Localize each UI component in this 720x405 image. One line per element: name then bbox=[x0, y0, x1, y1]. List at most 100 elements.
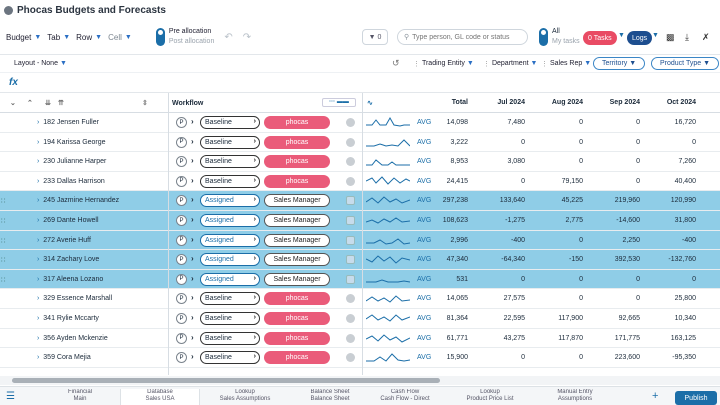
expand-icon[interactable]: ⌃ bbox=[27, 100, 33, 107]
avg-label[interactable]: AVG bbox=[417, 158, 432, 166]
month-value[interactable]: 2,775 bbox=[565, 217, 583, 224]
month-value[interactable]: 0 bbox=[579, 138, 583, 146]
month-value[interactable]: 0 bbox=[636, 295, 640, 303]
chevron-right-icon[interactable]: › bbox=[191, 254, 194, 264]
month-value[interactable]: 392,530 bbox=[614, 256, 640, 264]
workflow-stage-button[interactable]: Assigned › bbox=[200, 272, 260, 286]
table-row[interactable]: › 341 Rylie Mccarty P › Baseline › phocas AVG 8… bbox=[0, 309, 720, 329]
sheet-tab[interactable]: Balance Sheet Balance Sheet bbox=[290, 389, 370, 405]
month-value[interactable]: 43,275 bbox=[503, 334, 525, 342]
owner-badge[interactable]: phocas bbox=[264, 116, 330, 129]
month-value[interactable]: 25,800 bbox=[674, 295, 696, 303]
owner-badge[interactable]: phocas bbox=[264, 135, 330, 149]
search-input[interactable] bbox=[412, 33, 523, 41]
scrollbar-thumb[interactable] bbox=[12, 378, 440, 383]
table-row[interactable]: › 194 Karissa George P › Baseline › phocas AVG… bbox=[0, 133, 720, 153]
chevron-right-icon[interactable]: › bbox=[191, 313, 194, 322]
chevron-right-icon[interactable]: › bbox=[37, 295, 40, 303]
chevron-right-icon[interactable]: › bbox=[37, 256, 40, 264]
chevron-right-icon[interactable]: › bbox=[37, 158, 40, 166]
collapse-icon[interactable]: ⌄ bbox=[10, 100, 16, 107]
chevron-right-icon[interactable]: › bbox=[191, 195, 194, 205]
comment-icon[interactable] bbox=[346, 216, 355, 225]
month-value[interactable]: -400 bbox=[681, 236, 696, 244]
workflow-stage-button[interactable]: Baseline › bbox=[200, 312, 260, 325]
month-value[interactable]: 31,800 bbox=[674, 217, 696, 224]
avg-label[interactable]: AVG bbox=[417, 334, 432, 342]
avg-label[interactable]: AVG bbox=[417, 354, 432, 362]
month-value[interactable]: 22,595 bbox=[503, 315, 525, 322]
sort-icon[interactable]: ⇕ bbox=[142, 100, 148, 107]
workflow-stage-button[interactable]: Assigned › bbox=[200, 253, 260, 267]
month-value[interactable]: 117,870 bbox=[558, 334, 583, 342]
person-icon[interactable]: P bbox=[176, 313, 187, 324]
avg-label[interactable]: AVG bbox=[417, 138, 432, 146]
tab-dropdown[interactable]: Tab ▼ bbox=[47, 32, 71, 42]
sheet-tab[interactable]: Manual Entry Assumptions bbox=[535, 389, 615, 405]
search-box[interactable]: ⚲ bbox=[397, 29, 528, 45]
avg-label[interactable]: AVG bbox=[417, 275, 432, 283]
chevron-right-icon[interactable]: › bbox=[191, 156, 194, 166]
owner-badge[interactable]: Sales Manager bbox=[264, 253, 330, 267]
tasks-switch[interactable] bbox=[539, 28, 548, 46]
month-value[interactable]: 0 bbox=[579, 354, 583, 362]
month-value[interactable]: 0 bbox=[636, 119, 640, 126]
chevron-right-icon[interactable]: › bbox=[191, 234, 194, 244]
month-value[interactable]: 0 bbox=[579, 295, 583, 303]
owner-badge[interactable]: phocas bbox=[264, 174, 330, 188]
sheet-tab[interactable]: Database Sales USA bbox=[120, 389, 200, 405]
status-check-icon[interactable] bbox=[346, 333, 355, 343]
chevron-right-icon[interactable]: › bbox=[37, 334, 40, 342]
owner-badge[interactable]: phocas bbox=[264, 351, 330, 365]
chevron-down-icon[interactable]: ▼ bbox=[652, 32, 659, 39]
owner-badge[interactable]: phocas bbox=[264, 155, 330, 169]
table-row[interactable]: › 233 Dallas Harrison P › Baseline › phocas AV… bbox=[0, 172, 720, 192]
sheet-tab[interactable]: Financial Main bbox=[40, 389, 120, 405]
table-row[interactable]: › 272 Averie Huff ∷ P › Assigned › Sales Manag… bbox=[0, 230, 720, 251]
month-value[interactable]: 0 bbox=[636, 138, 640, 146]
all-tasks-toggle[interactable]: All My tasks bbox=[539, 27, 580, 47]
month-value[interactable]: 2,250 bbox=[622, 236, 640, 244]
month-value[interactable]: 0 bbox=[636, 177, 640, 185]
table-row[interactable]: › 230 Julianne Harper P › Baseline › phocas AV… bbox=[0, 152, 720, 172]
comment-icon[interactable] bbox=[346, 235, 355, 245]
month-value[interactable]: 117,900 bbox=[558, 315, 583, 322]
workflow-stage-button[interactable]: Assigned › bbox=[200, 194, 260, 208]
workflow-stage-button[interactable]: Baseline › bbox=[200, 292, 260, 306]
workflow-stage-button[interactable]: Baseline › bbox=[200, 116, 260, 129]
month-value[interactable]: 7,260 bbox=[678, 158, 696, 166]
month-value[interactable]: 0 bbox=[579, 275, 583, 283]
dim-department[interactable]: ⋮ Department ▼ bbox=[483, 60, 538, 68]
month-value[interactable]: 0 bbox=[521, 275, 525, 283]
month-value[interactable]: 79,150 bbox=[561, 177, 583, 185]
workflow-stage-button[interactable]: Baseline › bbox=[200, 351, 260, 365]
month-value[interactable]: -64,340 bbox=[501, 256, 525, 264]
workflow-stage-button[interactable]: Baseline › bbox=[200, 155, 260, 169]
chevron-right-icon[interactable]: › bbox=[191, 175, 194, 185]
table-row[interactable]: › 269 Dante Howell ∷ P › Assigned › Sales Mana… bbox=[0, 211, 720, 231]
owner-badge[interactable]: phocas bbox=[264, 331, 330, 345]
dim-sales-rep[interactable]: ⋮ Sales Rep ▼ bbox=[541, 60, 592, 68]
month-value[interactable]: -132,760 bbox=[668, 256, 696, 264]
mute-icon[interactable]: ✗ bbox=[702, 32, 710, 42]
person-icon[interactable]: P bbox=[176, 156, 187, 168]
owner-badge[interactable]: phocas bbox=[264, 312, 330, 325]
workflow-view-toggle[interactable]: ··· ▬▬ bbox=[322, 98, 356, 107]
avg-label[interactable]: AVG bbox=[417, 217, 432, 224]
add-tab-button[interactable]: + bbox=[652, 390, 659, 402]
month-value[interactable]: 0 bbox=[521, 177, 525, 185]
chevron-right-icon[interactable]: › bbox=[37, 315, 40, 322]
status-check-icon[interactable] bbox=[346, 118, 355, 127]
status-check-icon[interactable] bbox=[346, 137, 355, 147]
chevron-right-icon[interactable]: › bbox=[191, 215, 194, 224]
redo-icon[interactable]: ↷ bbox=[242, 31, 252, 43]
menu-icon[interactable]: ☰ bbox=[6, 391, 15, 402]
publish-button[interactable]: Publish bbox=[675, 391, 717, 405]
layout-dropdown[interactable]: Layout - None ▼ bbox=[14, 60, 67, 67]
avg-label[interactable]: AVG bbox=[417, 119, 432, 126]
person-icon[interactable]: P bbox=[176, 136, 187, 148]
person-icon[interactable]: P bbox=[176, 293, 187, 305]
chevron-right-icon[interactable]: › bbox=[37, 236, 40, 244]
comment-icon[interactable] bbox=[346, 255, 355, 265]
table-row[interactable]: › 245 Jazmine Hernandez ∷ P › Assigned › Sales… bbox=[0, 191, 720, 211]
